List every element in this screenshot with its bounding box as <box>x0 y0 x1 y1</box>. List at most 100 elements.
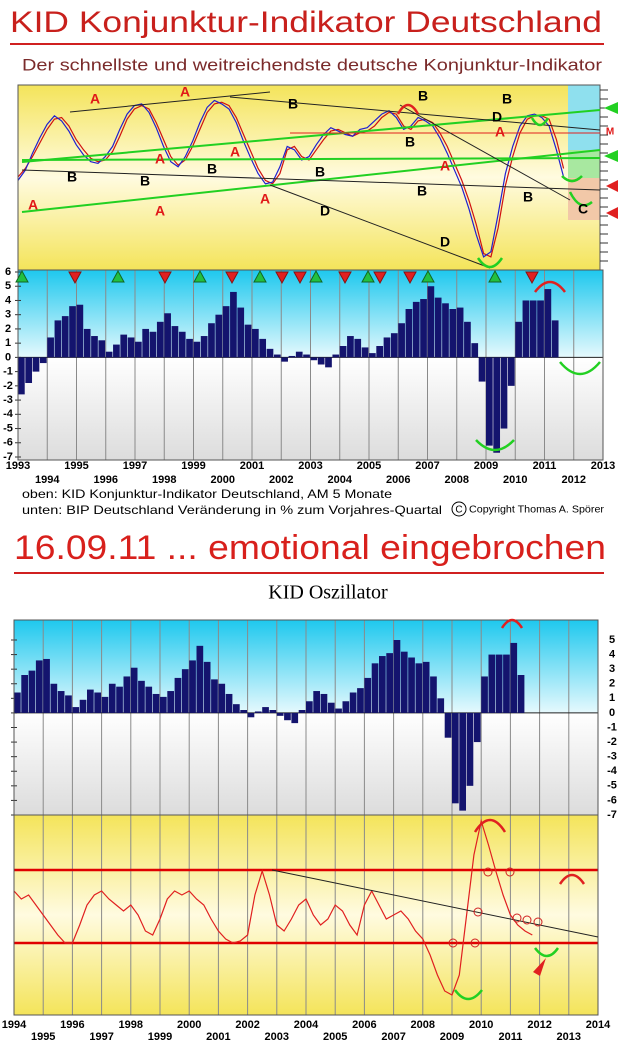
x-tick-label: 2010 <box>503 474 527 486</box>
signal-up <box>421 269 435 283</box>
bar <box>61 316 69 358</box>
bar <box>120 334 128 358</box>
annotation: A <box>260 191 270 207</box>
osc-circles <box>448 867 543 948</box>
bar <box>515 321 522 358</box>
bar <box>551 320 559 358</box>
annotation: B <box>417 183 427 199</box>
y-tick-label: 4 <box>5 294 12 306</box>
annotation: B <box>523 189 533 205</box>
bar <box>412 301 420 358</box>
top-panel-bg <box>18 85 600 270</box>
bar <box>259 338 267 358</box>
x-tick-label: 2011 <box>533 460 557 472</box>
panel-frame <box>17 269 604 461</box>
x-tick-label: 2007 <box>415 460 439 472</box>
annotation: M <box>606 127 614 138</box>
bar <box>262 707 269 713</box>
y-tick-label: 2 <box>5 323 11 335</box>
bar <box>218 683 226 713</box>
x-tick-label: 2000 <box>211 474 235 486</box>
arc <box>534 280 566 293</box>
x-tick-label: 2003 <box>265 1031 289 1041</box>
bar <box>72 707 80 713</box>
signal-down <box>275 271 289 285</box>
x-tick-label: 2011 <box>498 1031 522 1041</box>
arc <box>500 618 524 629</box>
bar <box>452 712 459 804</box>
x-tick-label: 1999 <box>148 1031 172 1041</box>
y-tick-label: 5 <box>609 634 615 646</box>
y-tick-label: 2 <box>609 678 615 690</box>
trend-line <box>21 157 601 161</box>
bar <box>156 321 164 358</box>
bar <box>473 712 481 743</box>
bar <box>230 291 237 358</box>
bar <box>203 661 211 713</box>
trend-line <box>69 91 271 113</box>
signal-up <box>193 269 207 283</box>
page-subtitle: Der schnellste und weitreichendste deuts… <box>22 55 602 74</box>
circle <box>448 938 458 948</box>
bar <box>43 658 50 713</box>
signal-up <box>111 269 125 283</box>
bar <box>364 677 372 713</box>
y-tick-label: 4 <box>609 648 616 660</box>
bar <box>291 712 299 724</box>
y-tick-label: 6 <box>5 266 11 278</box>
bar <box>495 654 503 713</box>
y-tick-label: -2 <box>607 736 617 748</box>
x-tick-label: 2005 <box>323 1031 347 1041</box>
arc <box>473 818 507 833</box>
y-tick-label: -3 <box>3 394 13 406</box>
circle <box>522 915 532 925</box>
bar <box>244 324 252 358</box>
bar <box>91 336 98 358</box>
bar <box>152 693 160 713</box>
x-tick-label: 2012 <box>562 474 586 486</box>
arc <box>530 117 550 127</box>
bar <box>138 680 145 713</box>
x-tick-label: 1997 <box>123 460 147 472</box>
bar <box>369 353 376 358</box>
annotation: A <box>90 91 100 107</box>
bar <box>493 357 501 453</box>
bar <box>69 306 76 358</box>
green-arrows <box>604 102 618 162</box>
arrow <box>533 958 546 976</box>
trend-line <box>399 104 571 201</box>
y-tick-label: -2 <box>3 380 13 392</box>
arcs <box>396 103 601 1001</box>
bar <box>167 691 174 713</box>
bar <box>237 307 245 358</box>
copyright-symbol: C <box>455 505 462 516</box>
arc <box>534 947 560 958</box>
x-tick-label: 2006 <box>352 1019 376 1031</box>
bar <box>101 696 109 713</box>
bar <box>288 355 296 358</box>
annotation: D <box>440 234 450 250</box>
bar <box>390 333 398 358</box>
x-tick-label: 1997 <box>89 1031 113 1041</box>
bar <box>39 357 47 364</box>
bar <box>507 357 515 386</box>
x-tick-label: 2002 <box>235 1019 259 1031</box>
arc <box>476 257 504 269</box>
bar <box>400 651 408 713</box>
bar <box>298 710 306 713</box>
bar <box>347 336 354 358</box>
y-tick-label: -7 <box>3 451 13 463</box>
bar <box>32 357 40 372</box>
y-tick-label: -5 <box>607 780 617 792</box>
x-tick-label: 2008 <box>411 1019 435 1031</box>
bar <box>225 693 233 713</box>
bar <box>127 337 135 358</box>
annotation: A <box>155 203 165 219</box>
arc <box>558 873 586 885</box>
bar <box>310 357 318 361</box>
bar <box>116 686 123 713</box>
x-tick-label: 2010 <box>469 1019 493 1031</box>
bar <box>317 357 325 365</box>
panel-frame <box>13 814 599 1016</box>
